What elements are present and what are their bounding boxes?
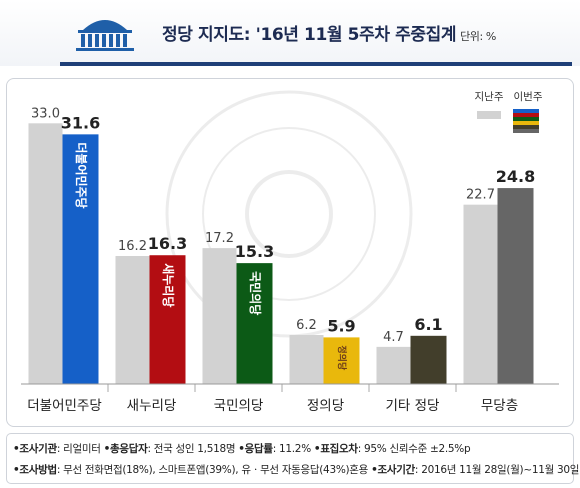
value-label-current: 6.1	[414, 315, 442, 334]
value-label-current: 16.3	[148, 234, 187, 253]
category-label: 무당층	[481, 398, 518, 414]
category-label: 기타 정당	[386, 398, 440, 414]
footer-field-value: : 리얼미터	[56, 443, 104, 455]
footer-field-label: •조사방법	[13, 464, 57, 476]
party-logo-text: 국민의당	[248, 271, 263, 315]
page-title: 정당 지지도: '16년 11월 5주차 주중집계 단위: %	[162, 20, 496, 45]
bar-previous-week	[376, 346, 411, 384]
chart-frame: 더불어민주당 33.0 31.6 더불어민주당 새누리당 16.2 16.3 새누리당 국민의당…	[6, 78, 574, 427]
value-label-previous: 4.7	[383, 330, 404, 345]
legend: 지난주 이번주	[475, 91, 543, 133]
category-label: 국민의당	[214, 398, 264, 414]
bar-previous-week	[28, 123, 63, 385]
value-label-previous: 33.0	[31, 106, 60, 121]
bar-previous-week	[463, 204, 498, 384]
header-band: 정당 지지도: '16년 11월 5주차 주중집계 단위: %	[0, 0, 580, 66]
value-label-current: 31.6	[61, 113, 100, 132]
survey-info-line-1: •조사기관: 리얼미터 •총응답자: 전국 성인 1,518명 •응답률: 11…	[13, 441, 471, 456]
party-logo-text: 더불어민주당	[74, 142, 89, 208]
legend-swatch-current-stripe	[513, 113, 539, 117]
legend-label-previous: 지난주	[475, 91, 504, 103]
bar-previous-week	[289, 335, 324, 384]
footer-field-label: •표집오차	[313, 443, 358, 455]
footer-field-value: : 무선 전화면접(18%), 스마트폰앱(39%), 유ㆍ무선 자동응답(43…	[56, 464, 372, 476]
footer-field-label: •조사기관	[13, 443, 57, 455]
footer-field-value: : 전국 성인 1,518명	[147, 443, 239, 455]
header-rule	[60, 62, 572, 66]
legend-swatch-current-stripe	[513, 109, 539, 113]
party-logo-text: 새누리당	[161, 263, 176, 307]
bar-previous-week	[115, 256, 150, 384]
value-label-previous: 22.7	[466, 188, 495, 203]
footer-field-value: : 95% 신뢰수준 ±2.5%p	[357, 443, 471, 455]
value-label-current: 15.3	[235, 242, 274, 261]
value-label-current: 24.8	[496, 167, 535, 186]
bar-current-week	[410, 335, 447, 384]
footer-field-label: •응답률	[238, 443, 273, 455]
category-label: 정의당	[307, 398, 344, 414]
party-logo-text: 정의당	[336, 345, 348, 371]
value-label-previous: 17.2	[205, 231, 234, 246]
bar-current-week	[323, 337, 360, 384]
legend-swatch-previous	[477, 111, 501, 119]
legend-swatch-current-stripe	[513, 117, 539, 121]
category-label: 더불어민주당	[27, 398, 102, 414]
value-label-previous: 6.2	[296, 318, 317, 333]
bar-current-week	[236, 263, 273, 384]
legend-label-current: 이번주	[514, 91, 543, 103]
national-assembly-icon	[76, 20, 134, 51]
title-text: 정당 지지도: '16년 11월 5주차 주중집계	[162, 25, 457, 45]
footer-field-label: •총응답자	[103, 443, 148, 455]
legend-swatch-current-stripe	[513, 121, 539, 125]
bar-current-week	[497, 188, 534, 384]
footer-field-label: •조사기간	[371, 464, 415, 476]
assembly-seal-watermark	[165, 90, 413, 338]
footer-field-value: : 2016년 11월 28일(월)~11월 30일(수)	[414, 464, 580, 476]
value-label-previous: 16.2	[118, 239, 147, 254]
legend-swatch-current-stripe	[513, 125, 539, 129]
bar-current-week	[149, 255, 186, 384]
value-label-current: 5.9	[327, 316, 355, 335]
footer-field-value: : 11.2%	[272, 443, 314, 455]
survey-info-line-2: •조사방법: 무선 전화면접(18%), 스마트폰앱(39%), 유ㆍ무선 자동…	[13, 462, 580, 477]
category-label: 새누리당	[127, 398, 177, 414]
survey-info-footer: •조사기관: 리얼미터 •총응답자: 전국 성인 1,518명 •응답률: 11…	[6, 433, 580, 484]
legend-swatch-current-stripe	[513, 129, 539, 133]
unit-label: 단위: %	[460, 30, 496, 43]
bar-current-week	[62, 134, 99, 384]
bar-previous-week	[202, 248, 237, 384]
